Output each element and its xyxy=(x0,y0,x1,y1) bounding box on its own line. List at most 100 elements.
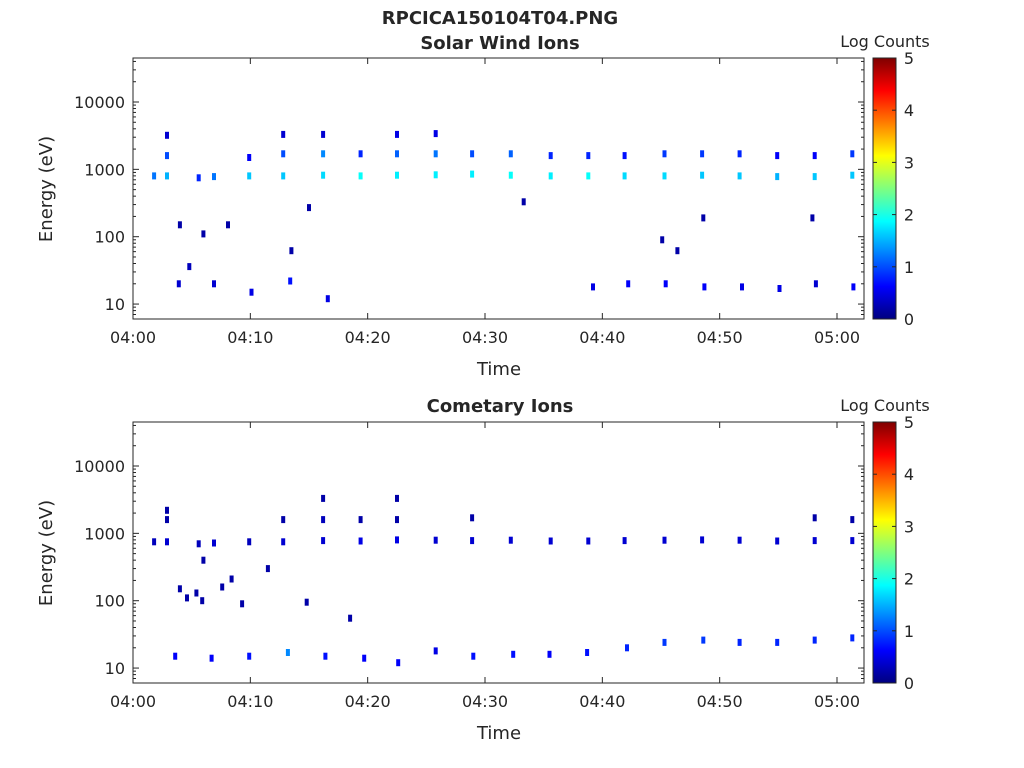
cometary-cell xyxy=(812,537,817,545)
solar-wind-panel: Solar Wind Ions Log Counts 04:00 04:10 04:… xyxy=(36,32,930,380)
solar-wind-cell xyxy=(325,295,330,303)
solar-wind-cell xyxy=(165,172,169,180)
solar-wind-title: Solar Wind Ions xyxy=(420,33,579,54)
solar-wind-cell xyxy=(212,280,216,288)
solar-wind-xtick-label: 05:00 xyxy=(814,328,860,347)
solar-wind-cb-tick-label: 3 xyxy=(904,153,914,172)
cometary-cell xyxy=(358,537,363,545)
cometary-cell xyxy=(850,634,855,642)
cometary-cell xyxy=(547,650,552,658)
cometary-cell xyxy=(247,652,252,660)
solar-wind-cell xyxy=(321,130,326,138)
cometary-plot-area xyxy=(133,422,864,683)
cometary-cb-tick-label: 5 xyxy=(904,413,914,432)
solar-wind-cell xyxy=(508,171,513,179)
cometary-cell xyxy=(812,636,817,644)
solar-wind-cell xyxy=(775,173,780,181)
cometary-cb-tick-label: 4 xyxy=(904,465,914,484)
cometary-cell xyxy=(281,538,286,546)
solar-wind-cell xyxy=(281,150,286,158)
cometary-cell xyxy=(200,597,205,605)
cometary-cell xyxy=(362,654,367,662)
solar-wind-cell xyxy=(152,172,157,180)
solar-wind-cell xyxy=(700,150,705,158)
solar-wind-cell xyxy=(247,172,252,180)
solar-wind-cell xyxy=(700,171,705,179)
solar-wind-cell xyxy=(470,150,475,158)
solar-wind-cell xyxy=(201,230,206,238)
solar-wind-cell xyxy=(281,172,286,180)
solar-wind-cell xyxy=(660,236,665,244)
solar-wind-cell xyxy=(663,280,668,288)
cometary-xtick-label: 05:00 xyxy=(814,692,860,711)
solar-wind-cell xyxy=(737,150,742,158)
solar-wind-cell xyxy=(358,150,363,158)
cometary-cell xyxy=(701,636,706,644)
solar-wind-cell xyxy=(358,172,363,180)
cometary-cell xyxy=(433,647,438,655)
cometary-cell xyxy=(323,652,328,660)
solar-wind-cb-tick-label: 4 xyxy=(904,101,914,120)
cometary-ytick-label: 1000 xyxy=(84,524,125,543)
cometary-ylabel: Energy (eV) xyxy=(36,500,57,606)
cometary-xtick-label: 04:40 xyxy=(579,692,625,711)
solar-wind-cell xyxy=(395,171,399,179)
cometary-cell xyxy=(247,538,252,546)
solar-wind-ytick-label: 10 xyxy=(105,295,125,314)
cometary-xtick-label: 04:10 xyxy=(227,692,273,711)
solar-wind-cell xyxy=(812,173,817,181)
solar-wind-cell xyxy=(321,171,326,179)
solar-wind-cell xyxy=(165,152,169,160)
cometary-cell xyxy=(662,638,667,646)
solar-wind-cell xyxy=(521,198,526,206)
solar-wind-cell xyxy=(289,247,294,255)
cometary-cell xyxy=(396,659,401,667)
solar-wind-ytick-label: 1000 xyxy=(84,160,125,179)
solar-wind-cb-label: Log Counts xyxy=(840,32,930,51)
solar-wind-cell xyxy=(281,130,286,138)
cometary-cell xyxy=(304,598,309,606)
solar-wind-cell xyxy=(508,150,513,158)
solar-wind-cell xyxy=(288,277,293,285)
cometary-ytick-label: 10000 xyxy=(74,457,125,476)
solar-wind-cell xyxy=(737,172,742,180)
cometary-cell xyxy=(165,516,169,524)
cometary-cell xyxy=(585,649,590,656)
cometary-cell xyxy=(220,583,225,591)
solar-wind-cb-tick-label: 0 xyxy=(904,310,914,329)
solar-wind-cell xyxy=(586,172,591,180)
cometary-cell xyxy=(625,644,629,652)
cometary-cell xyxy=(395,516,399,524)
cometary-colorbar: 0 1 2 3 4 5 xyxy=(872,413,914,693)
cometary-cell xyxy=(850,516,855,524)
solar-wind-cell xyxy=(851,283,856,291)
solar-wind-xtick-label: 04:50 xyxy=(697,328,743,347)
solar-wind-cell xyxy=(777,285,782,292)
solar-wind-cb-tick-label: 2 xyxy=(904,206,914,225)
solar-wind-cb-tick-label: 5 xyxy=(904,49,914,68)
cometary-cb-tick-label: 2 xyxy=(904,570,914,589)
solar-wind-colorbar: 0 1 2 3 4 5 xyxy=(872,49,914,329)
cometary-cell xyxy=(548,537,553,545)
solar-wind-plot-frame xyxy=(132,57,865,320)
solar-wind-xtick-label: 04:00 xyxy=(110,328,156,347)
cometary-cell xyxy=(321,516,326,524)
cometary-cell xyxy=(285,649,290,656)
cometary-cb-tick-label: 0 xyxy=(904,674,914,693)
solar-wind-cell xyxy=(177,221,182,229)
solar-wind-ytick-label: 10000 xyxy=(74,93,125,112)
cometary-cell xyxy=(358,516,363,524)
cometary-cell xyxy=(265,565,270,573)
solar-wind-cell xyxy=(662,172,667,180)
cometary-cell xyxy=(737,638,742,646)
solar-wind-cell xyxy=(247,154,252,161)
solar-wind-cell xyxy=(850,150,855,158)
cometary-title: Cometary Ions xyxy=(427,396,574,417)
cometary-cell xyxy=(165,538,169,546)
cometary-cell xyxy=(586,537,591,545)
cometary-xtick-label: 04:30 xyxy=(462,692,508,711)
solar-wind-cell xyxy=(226,221,230,229)
cometary-cell xyxy=(348,614,353,622)
solar-wind-cell xyxy=(701,214,706,222)
